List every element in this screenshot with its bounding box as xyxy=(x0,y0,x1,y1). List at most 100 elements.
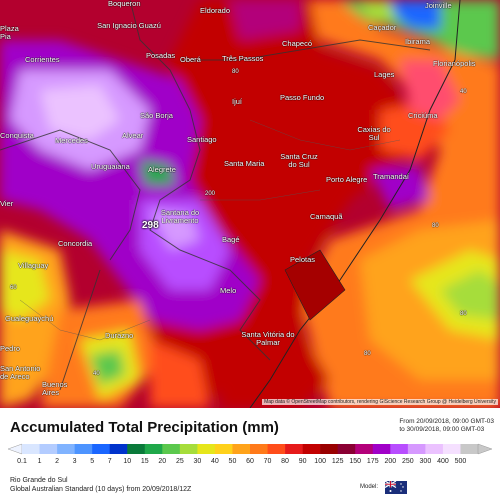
city-label: Posadas xyxy=(146,51,176,60)
colorbar-cell xyxy=(74,444,93,454)
colorbar-cell xyxy=(337,444,356,454)
city-label: São Borja xyxy=(140,111,173,120)
city-label: Passo Fundo xyxy=(280,93,325,102)
colorbar-tick-label: 300 xyxy=(419,458,432,465)
model-description: Global Australian Standard (10 days) fro… xyxy=(10,486,192,493)
colorbar-right-arrow xyxy=(477,443,493,455)
city-label: Alegrete xyxy=(148,165,176,174)
city-label: Joinville xyxy=(425,1,452,10)
colorbar xyxy=(7,443,493,455)
colorbar-cell xyxy=(425,444,444,454)
model-info: Rio Grande do Sul Global Australian Stan… xyxy=(10,476,191,494)
colorbar-tick-label: 200 xyxy=(384,458,397,465)
colorbar-cell xyxy=(22,444,40,454)
colorbar-tick-label: 60 xyxy=(246,458,254,465)
australia-flag-icon xyxy=(384,480,407,494)
colorbar-cell xyxy=(39,444,58,454)
city-label: Porto Alegre xyxy=(326,175,368,184)
city-label: Corrientes xyxy=(25,55,60,64)
precipitation-map: Boqueron Eldorado Joinville Plaza Pia Sa… xyxy=(0,0,500,408)
colorbar-tick-label: 3 xyxy=(72,458,77,465)
city-label: San Ignacio Guazú xyxy=(97,21,161,30)
colorbar-tick-label: 7 xyxy=(107,458,112,465)
colorbar-cell xyxy=(372,444,391,454)
colorbar-tick-label: 2 xyxy=(55,458,60,465)
city-label: Bagé xyxy=(222,235,240,244)
contour-label: 80 xyxy=(460,311,467,317)
colorbar-tick-label: 500 xyxy=(454,458,467,465)
city-label: Ibirama xyxy=(405,37,431,46)
colorbar-cell xyxy=(442,444,461,454)
colorbar-tick-label: 175 xyxy=(366,458,379,465)
colorbar-tick-label: 15 xyxy=(140,458,149,465)
colorbar-cell xyxy=(144,444,163,454)
colorbar-tick-label: 400 xyxy=(437,458,449,465)
colorbar-cell xyxy=(214,444,233,454)
city-label: Caxias do Sul xyxy=(357,125,391,142)
city-label: Durazno xyxy=(105,331,134,340)
city-label: Ijuí xyxy=(232,97,243,106)
city-label: Oberá xyxy=(180,55,201,64)
map-attribution: Map data © OpenStreetMap contributors, r… xyxy=(262,399,498,405)
colorbar-cell xyxy=(355,444,374,454)
colorbar-tick-label: 50 xyxy=(228,458,237,465)
colorbar-cell xyxy=(109,444,128,454)
contour-label: 40 xyxy=(460,89,467,95)
city-label: Santa Cruz do Sul xyxy=(280,152,318,169)
city-label: Santa Maria xyxy=(224,159,265,168)
contour-label: 60 xyxy=(10,285,17,291)
model-label: Model: xyxy=(360,484,379,490)
city-label: Alvear xyxy=(122,131,144,140)
city-label: Conquista xyxy=(0,131,34,140)
colorbar-tick-label: 1 xyxy=(37,458,42,465)
city-label: Lages xyxy=(374,70,395,79)
peak-value-label: 298 xyxy=(142,220,159,231)
city-label: Criciúma xyxy=(408,111,438,120)
colorbar-tick-label: 80 xyxy=(281,458,289,465)
city-label: Melo xyxy=(220,286,237,295)
colorbar-cell xyxy=(92,444,110,454)
colorbar-cell xyxy=(390,444,409,454)
city-label: Pia xyxy=(0,32,11,41)
colorbar-cell xyxy=(179,444,198,454)
city-label: Concordia xyxy=(58,239,93,248)
colorbar-cell xyxy=(250,444,268,454)
colorbar-tick-label: 0.1 xyxy=(17,458,27,465)
legend-title: Accumulated Total Precipitation (mm) xyxy=(10,419,279,436)
legend-panel xyxy=(0,408,500,500)
colorbar-tick-label: 100 xyxy=(314,458,326,465)
city-label: Uruguaiana xyxy=(91,162,130,171)
contour-label: 80 xyxy=(232,69,239,75)
colorbar-tick-label: 10 xyxy=(123,458,132,465)
city-label: Villaguay xyxy=(18,261,49,270)
city-label: Santiago xyxy=(187,135,217,144)
city-label: Boqueron xyxy=(108,0,141,8)
colorbar-cell xyxy=(232,444,251,454)
contour-label: 80 xyxy=(364,351,371,357)
colorbar-tick-label: 5 xyxy=(90,458,95,465)
city-label: Três Passos xyxy=(222,54,264,63)
region-label: Rio Grande do Sul xyxy=(10,477,68,484)
colorbar-cell xyxy=(460,444,479,454)
contour-label: 200 xyxy=(205,191,216,197)
city-label: Plaza xyxy=(0,24,19,33)
colorbar-cell xyxy=(57,444,75,454)
city-label: Santa Vitória do Palmar xyxy=(241,330,295,347)
city-label: Buenos Aires xyxy=(42,380,68,397)
colorbar-tick-label: 25 xyxy=(175,458,184,465)
colorbar-cell xyxy=(162,444,181,454)
date-to: to 30/09/2018, 09:00 GMT-03 xyxy=(399,426,485,433)
city-label: Mercedes xyxy=(55,136,88,145)
colorbar-cell xyxy=(197,444,216,454)
date-range: From 20/09/2018, 09:00 GMT-03 to 30/09/2… xyxy=(399,418,494,434)
precipitation-map-canvas xyxy=(0,0,500,408)
colorbar-left-arrow xyxy=(7,443,23,455)
colorbar-tick-label: 150 xyxy=(349,458,362,465)
colorbar-tick-label: 125 xyxy=(331,458,344,465)
colorbar-tick-label: 40 xyxy=(211,458,219,465)
city-label: Camaquã xyxy=(310,212,343,221)
city-label: Pedro xyxy=(0,344,21,353)
date-from: From 20/09/2018, 09:00 GMT-03 xyxy=(399,418,494,425)
colorbar-tick-label: 70 xyxy=(263,458,272,465)
city-label: Florianópolis xyxy=(433,59,476,68)
